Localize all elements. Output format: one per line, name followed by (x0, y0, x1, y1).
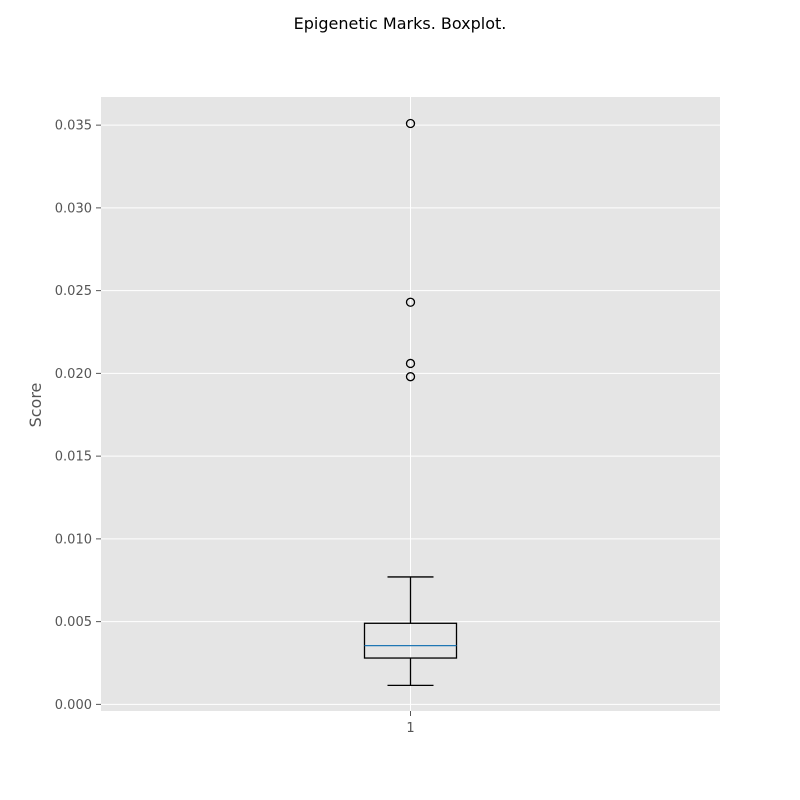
y-axis-label: Score (26, 383, 45, 428)
y-tick-label: 0.005 (55, 615, 92, 630)
y-tick-label: 0.020 (55, 367, 92, 382)
y-tick-label: 0.010 (55, 532, 92, 547)
box-series (363, 118, 458, 686)
outlier-point (405, 372, 416, 382)
iqr-box (363, 622, 458, 659)
outlier-point (405, 297, 416, 307)
x-tick-label: 1 (406, 721, 414, 736)
chart-title: Epigenetic Marks. Boxplot. (294, 14, 507, 33)
y-tick-label: 0.030 (55, 201, 92, 216)
y-tick-label: 0.035 (55, 119, 92, 134)
outlier-point (405, 118, 416, 129)
y-tick-label: 0.000 (55, 698, 92, 713)
outlier-point (405, 358, 416, 369)
y-tick-label: 0.015 (55, 450, 92, 465)
y-axis-ticks: 0.000 0.005 0.010 0.015 0.020 0.025 0.030 0.035… (55, 119, 415, 736)
y-tick-label: 0.025 (55, 284, 92, 299)
